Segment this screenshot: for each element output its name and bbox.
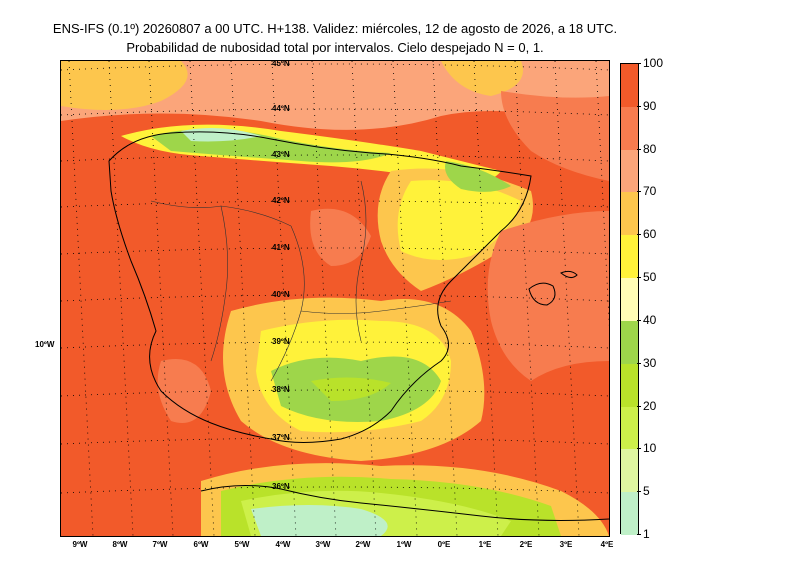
map-title: ENS-IFS (0.1º) 20260807 a 00 UTC. H+138.… xyxy=(52,21,618,36)
color-scale-tick xyxy=(637,277,641,279)
color-scale-segment xyxy=(621,406,638,450)
color-scale-segment xyxy=(621,320,638,365)
longitude-label: 2ºW xyxy=(355,540,371,549)
longitude-label: 5ºW xyxy=(234,540,250,549)
color-scale-tick xyxy=(637,491,641,493)
longitude-label: 8ºW xyxy=(112,540,128,549)
field-ebro-green xyxy=(445,161,511,192)
color-scale-segment xyxy=(621,149,638,193)
color-scale-label: 30 xyxy=(643,355,657,370)
probability-map xyxy=(60,60,610,537)
longitude-label: 3ºE xyxy=(559,540,573,549)
color-scale-label: 70 xyxy=(643,184,657,199)
latitude-label: 40ºN xyxy=(272,290,290,299)
latitude-label: 45ºN xyxy=(272,59,290,68)
color-scale-tick xyxy=(637,534,641,535)
color-scale-tick xyxy=(637,405,641,407)
admin-boundaries xyxy=(150,180,452,382)
latitude-label: 37ºN xyxy=(272,433,290,442)
field-ne-yellow xyxy=(441,61,523,96)
color-scale-tick xyxy=(637,148,641,150)
color-scale-label: 100 xyxy=(643,56,664,70)
coastline-menorca xyxy=(560,270,578,279)
color-scale-tick xyxy=(637,319,641,321)
latitude-label: 36ºN xyxy=(272,482,290,491)
color-scale-label: 60 xyxy=(643,227,657,242)
latitude-label: 41ºN xyxy=(272,243,290,252)
longitude-label: 1ºE xyxy=(478,540,492,549)
field-cantabrian-clear xyxy=(181,127,261,142)
longitude-label: 4ºE xyxy=(600,540,614,549)
latitude-label: 42ºN xyxy=(272,196,290,205)
field-southwest-patch xyxy=(157,359,211,423)
side-longitude-label: 10ºW xyxy=(35,340,55,349)
color-scale-label: 80 xyxy=(643,141,657,156)
longitude-label: 7ºW xyxy=(152,540,168,549)
longitude-label: 0ºE xyxy=(437,540,451,549)
color-scale-segment xyxy=(621,64,638,108)
color-scale-tick xyxy=(637,63,641,64)
color-scale-segment xyxy=(621,235,638,279)
field-interior-patch xyxy=(310,208,371,266)
field-south-lime xyxy=(311,377,391,401)
field-ne-sea xyxy=(501,91,609,181)
color-scale-tick xyxy=(637,362,641,364)
color-scale-segment xyxy=(621,278,638,322)
latitude-label: 38ºN xyxy=(272,385,290,394)
color-scale-tick xyxy=(637,448,641,450)
color-scale-segment xyxy=(621,492,638,536)
color-scale-bar xyxy=(620,63,639,536)
color-scale-tick xyxy=(637,191,641,193)
longitude-label: 4ºW xyxy=(275,540,291,549)
color-scale-tick xyxy=(637,234,641,236)
color-scale-label: 10 xyxy=(643,441,657,456)
coastline-africa xyxy=(200,484,609,521)
coastline-iberia xyxy=(108,131,532,443)
color-scale-segment xyxy=(621,449,638,493)
map-subtitle: Probabilidad de nubosidad total por inte… xyxy=(126,40,544,55)
color-scale-label: 90 xyxy=(643,98,657,113)
field-alboran-clear xyxy=(251,505,388,536)
field-ebro-yellow xyxy=(397,180,521,260)
color-scale-label: 50 xyxy=(643,270,657,285)
latitude-label: 44ºN xyxy=(272,104,290,113)
map-canvas xyxy=(61,61,609,536)
color-scale-label: 20 xyxy=(643,398,657,413)
longitude-label: 1ºW xyxy=(396,540,412,549)
color-scale-tick xyxy=(637,105,641,107)
color-scale-label: 1 xyxy=(643,527,650,541)
color-scale-segment xyxy=(621,192,638,236)
longitude-label: 9ºW xyxy=(72,540,88,549)
latitude-label: 39ºN xyxy=(272,337,290,346)
longitude-label: 2ºE xyxy=(519,540,533,549)
field-north-yellow xyxy=(61,61,188,110)
coastline-mallorca xyxy=(528,282,556,306)
color-scale-label: 40 xyxy=(643,312,657,327)
longitude-label: 3ºW xyxy=(315,540,331,549)
latitude-label: 43ºN xyxy=(272,150,290,159)
color-scale-label: 5 xyxy=(643,484,650,499)
color-scale-segment xyxy=(621,106,638,151)
field-med-east xyxy=(487,211,609,381)
longitude-label: 6ºW xyxy=(193,540,209,549)
color-scale-segment xyxy=(621,363,638,408)
